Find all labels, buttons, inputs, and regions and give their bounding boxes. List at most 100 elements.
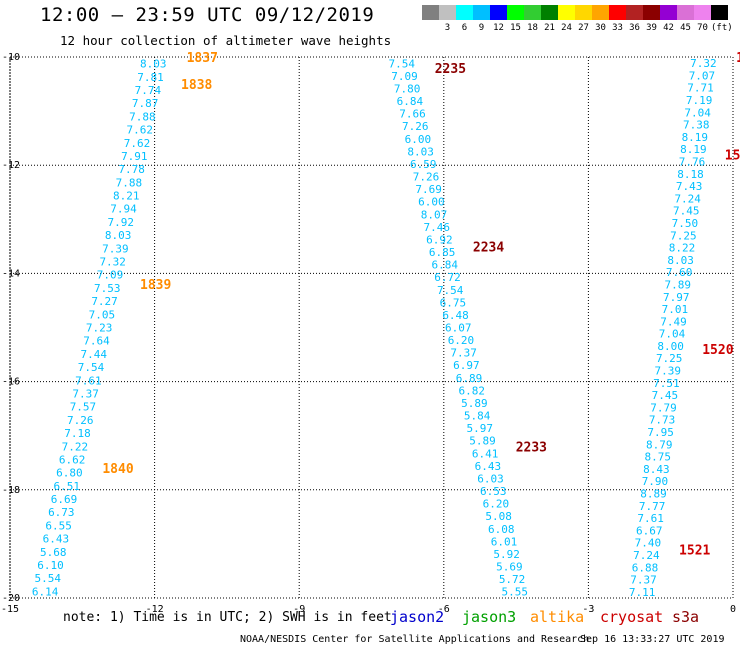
wave-height-value: 7.27	[91, 295, 118, 308]
chart-subtitle: 12 hour collection of altimeter wave hei…	[60, 33, 392, 48]
wave-height-value: 6.55	[45, 519, 72, 532]
track-time-label: 1838	[181, 78, 212, 93]
wave-height-value: 7.81	[137, 71, 164, 84]
wave-height-value: 5.92	[493, 548, 520, 561]
wave-height-value: 8.03	[140, 58, 167, 71]
scale-swatch	[626, 5, 643, 20]
wave-height-value: 7.26	[413, 171, 440, 184]
wave-height-value: 7.87	[132, 97, 159, 110]
wave-height-value: 7.97	[663, 291, 690, 304]
wave-height-value: 7.57	[70, 401, 97, 414]
wave-height-value: 5.84	[464, 410, 491, 423]
wave-height-value: 7.74	[135, 84, 162, 97]
scale-label: 45	[680, 23, 691, 33]
scale-label: 18	[527, 23, 538, 33]
wave-height-value: 7.09	[97, 269, 124, 282]
wave-height-value: 6.53	[480, 485, 507, 498]
wave-height-value: 8.03	[105, 229, 132, 242]
wave-height-value: 7.37	[450, 347, 477, 360]
wave-height-value: 7.88	[116, 176, 143, 189]
wave-height-value: 7.95	[647, 426, 674, 439]
wave-height-value: 8.18	[677, 168, 704, 181]
wave-height-value: 7.73	[649, 414, 676, 427]
x-tick-label: -12	[146, 604, 164, 615]
wave-height-value: 8.79	[646, 438, 673, 451]
wave-height-value: 7.49	[660, 315, 687, 328]
x-tick-label: -9	[293, 604, 305, 615]
scale-label: 12	[493, 23, 504, 33]
wave-height-value: 7.51	[653, 377, 680, 390]
wave-height-value: 7.91	[121, 150, 148, 163]
wave-height-value: 6.80	[56, 467, 83, 480]
wave-height-value: 6.07	[445, 322, 472, 335]
scale-label: (ft)	[711, 23, 733, 33]
wave-height-value: 8.03	[407, 145, 434, 158]
wave-height-value: 6.97	[453, 359, 480, 372]
y-tick-label: -20	[2, 593, 20, 604]
wave-height-value: 7.32	[99, 256, 126, 269]
scale-swatch	[609, 5, 626, 20]
wave-height-value: 7.66	[399, 108, 426, 121]
chart-title: 12:00 — 23:59 UTC 09/12/2019	[40, 4, 375, 26]
wave-height-value: 6.62	[59, 453, 86, 466]
wave-height-value: 5.72	[499, 573, 526, 586]
generated-timestamp: Sep 16 13:33:27 UTC 2019	[580, 634, 725, 645]
wave-height-value: 6.82	[458, 384, 485, 397]
track-time-label: 1519	[725, 148, 740, 163]
scale-swatch	[524, 5, 541, 20]
wave-height-value: 7.11	[629, 586, 656, 599]
wave-height-value: 7.62	[126, 124, 153, 137]
scale-label: 6	[461, 23, 468, 33]
wave-height-value: 5.68	[40, 546, 67, 559]
wave-height-value: 6.43	[475, 460, 502, 473]
wave-height-value: 7.90	[642, 475, 669, 488]
wave-height-value: 6.92	[426, 233, 453, 246]
scale-swatch	[694, 5, 711, 20]
scale-swatch	[541, 5, 558, 20]
footer-note: note: 1) Time is in UTC; 2) SWH is in fe…	[63, 610, 392, 625]
scale-label: 21	[544, 23, 555, 33]
y-tick-label: -18	[2, 485, 20, 496]
wave-height-value: 6.75	[440, 296, 467, 309]
track-time-label: 1837	[187, 51, 218, 66]
wave-height-value: 7.18	[64, 427, 91, 440]
wave-height-value: 7.37	[630, 574, 657, 587]
scale-swatch	[422, 5, 439, 20]
wave-height-value: 7.24	[633, 549, 660, 562]
wave-height-value: 6.72	[434, 271, 461, 284]
wave-height-value: 7.53	[94, 282, 121, 295]
wave-height-value: 7.04	[684, 106, 711, 119]
scale-label: 9	[478, 23, 485, 33]
scale-swatch	[473, 5, 490, 20]
wave-height-value: 7.89	[664, 278, 691, 291]
wave-height-value: 5.08	[485, 510, 512, 523]
wave-height-value: 7.54	[437, 284, 464, 297]
wave-height-value: 7.80	[394, 82, 421, 95]
scale-swatch	[558, 5, 575, 20]
wave-height-value: 6.14	[32, 585, 59, 598]
wave-height-value: 8.75	[645, 451, 672, 464]
wave-height-value: 7.79	[650, 401, 677, 414]
wave-height-value: 7.43	[676, 180, 703, 193]
wave-height-value: 6.01	[491, 535, 518, 548]
wave-height-value: 8.19	[680, 143, 707, 156]
wave-height-value: 8.00	[657, 340, 684, 353]
scale-swatch	[592, 5, 609, 20]
wave-height-value: 6.69	[51, 493, 78, 506]
wave-height-value: 6.48	[442, 309, 469, 322]
y-tick-label: -12	[2, 160, 20, 171]
wave-height-value: 8.89	[640, 487, 667, 500]
scale-label: 39	[646, 23, 657, 33]
wave-height-value: 7.25	[670, 229, 697, 242]
legend-jason2: jason2	[390, 608, 445, 626]
scale-label: 36	[629, 23, 640, 33]
wave-height-value: 7.64	[83, 335, 110, 348]
wave-height-value: 7.44	[81, 348, 108, 361]
scale-label: 27	[578, 23, 589, 33]
wave-height-value: 7.78	[118, 163, 145, 176]
wave-height-value: 6.41	[472, 447, 499, 460]
wave-height-value: 6.43	[43, 533, 70, 546]
wave-height-value: 7.46	[423, 221, 450, 234]
wave-height-value: 7.25	[656, 352, 683, 365]
wave-height-value: 8.19	[682, 131, 709, 144]
